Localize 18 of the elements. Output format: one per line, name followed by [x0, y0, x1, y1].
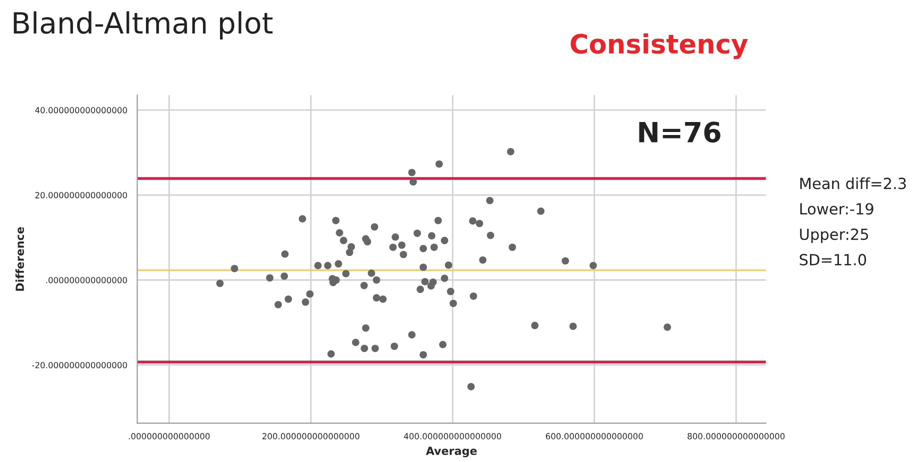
text: Lower:-19 [800, 203, 874, 215]
text: Mean diff=2.3 [800, 177, 906, 190]
y-axis-title: Difference [15, 227, 24, 291]
y-tick-label: .000000000000000 [46, 276, 127, 284]
y-tick-label: -20.000000000000000 [32, 362, 127, 368]
chart-title: Bland-Altman plot [14, 11, 273, 40]
x-axis-title: Average [426, 446, 477, 458]
annotation: N=76 [639, 122, 720, 143]
text: SD=11.0 [800, 254, 866, 266]
chart-subtitle: Consistency [570, 33, 748, 60]
text: Upper:25 [800, 228, 868, 244]
y-tick-label: 40.000000000000000 [35, 107, 127, 114]
x-tick-label: 400.000000000000000 [404, 433, 502, 440]
x-tick-label: 800.000000000000000 [688, 433, 785, 440]
x-tick-label: 600.000000000000000 [546, 433, 643, 440]
x-tick-label: 200.000000000000000 [262, 433, 360, 440]
x-tick-label: .000000000000000 [128, 433, 210, 440]
y-tick-label: 20.000000000000000 [35, 192, 127, 198]
